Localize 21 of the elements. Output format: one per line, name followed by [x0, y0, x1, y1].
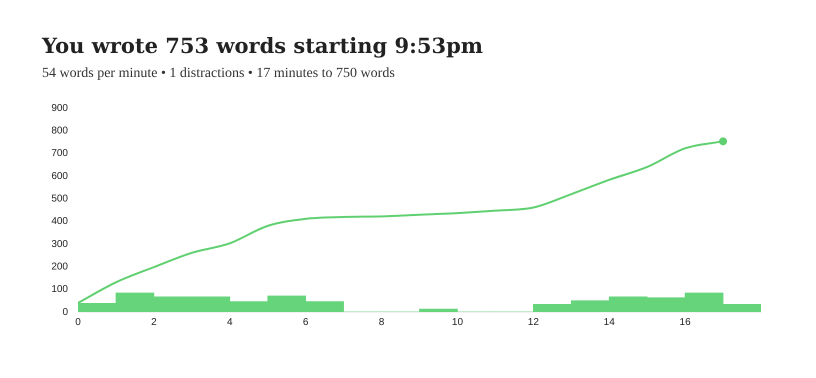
x-tick-label: 10	[452, 316, 464, 328]
y-tick-label: 400	[51, 216, 68, 228]
x-tick-label: 2	[151, 316, 158, 328]
y-tick-label: 600	[51, 170, 68, 182]
x-tick-label: 12	[528, 316, 540, 328]
y-tick-label: 200	[51, 261, 68, 272]
x-tick-label: 16	[680, 316, 692, 328]
x-tick-label: 6	[302, 316, 309, 328]
y-tick-label: 300	[51, 238, 68, 250]
y-tick-label: 100	[51, 284, 68, 296]
y-tick-label: 900	[51, 102, 68, 114]
x-tick-label: 4	[226, 316, 233, 328]
y-tick-label: 800	[51, 125, 68, 136]
x-tick-label: 14	[604, 316, 616, 328]
chart-title: You wrote 753 words starting 9:53pm	[42, 33, 484, 58]
y-tick-label: 700	[51, 148, 68, 160]
x-tick-label: 0	[75, 316, 82, 328]
chart-subtitle: 54 words per minute • 1 distractions • 17 minutes to 750 words	[42, 66, 395, 82]
x-tick-label: 8	[378, 316, 385, 328]
y-tick-label: 0	[62, 306, 68, 318]
y-tick-label: 500	[51, 193, 68, 204]
